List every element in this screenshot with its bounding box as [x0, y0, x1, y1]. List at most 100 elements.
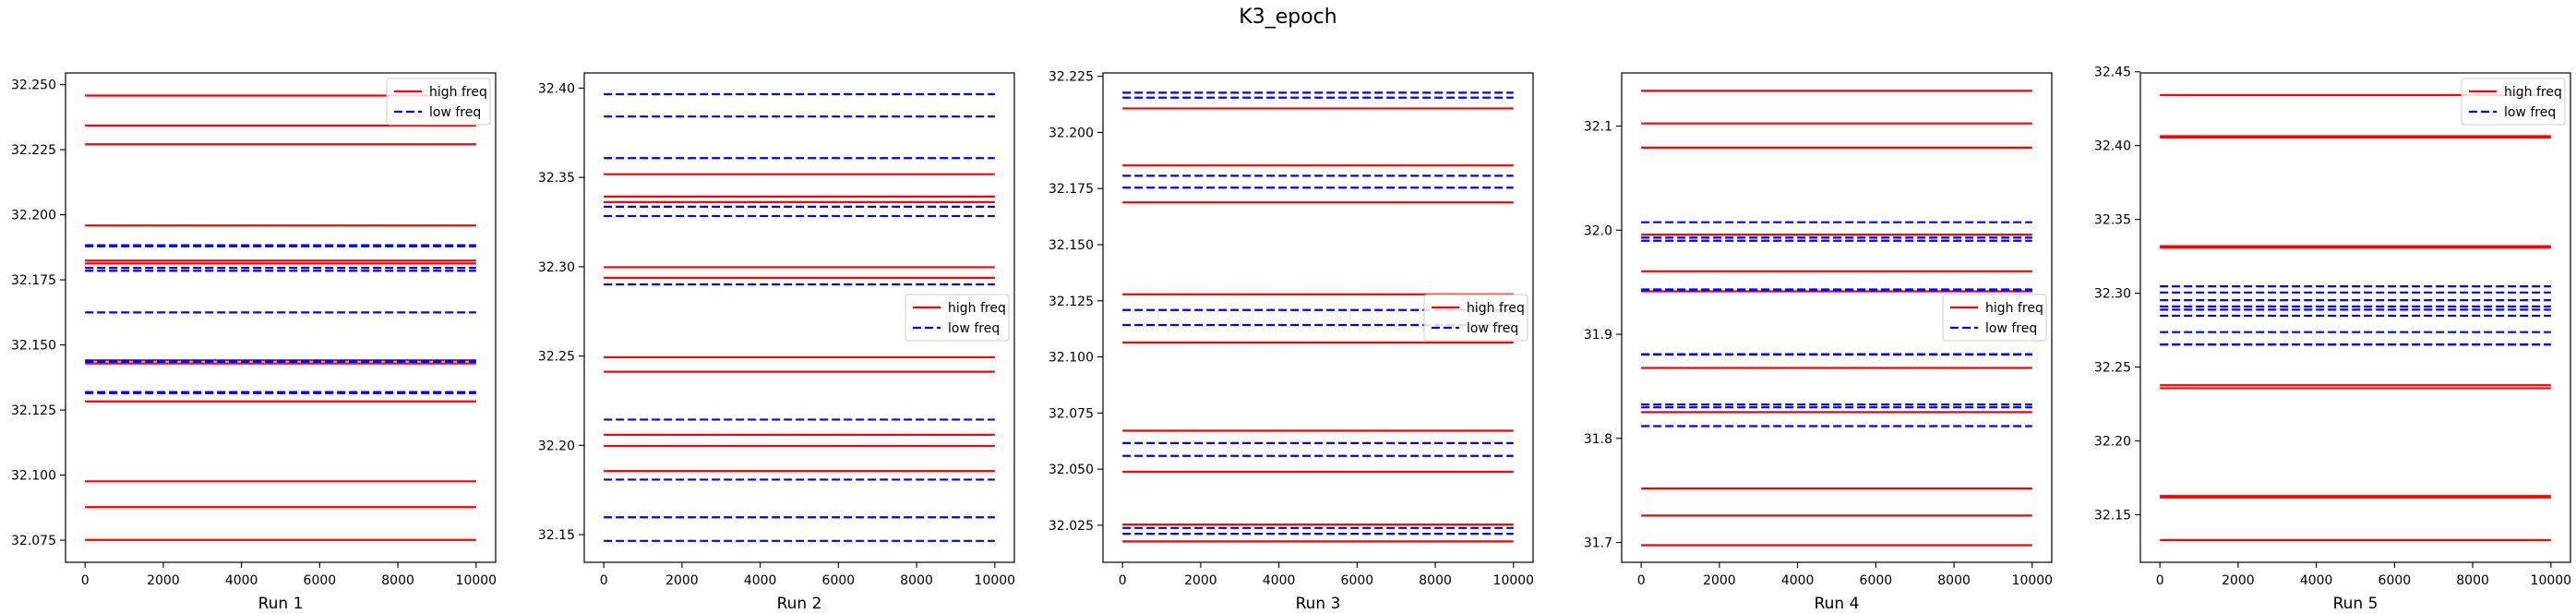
y-tick-label: 31.8	[1584, 432, 1612, 447]
y-tick-label: 32.150	[11, 339, 56, 354]
legend-label: high freq	[429, 85, 487, 100]
subplot-run-4: 0 2000 4000 6000 8000 10000 31.7 31.8 31.9 32.0 32…	[1584, 72, 2054, 613]
y-tick-label: 32.125	[11, 403, 56, 418]
legend-label: low freq	[2504, 105, 2556, 120]
x-tick-label: 8000	[900, 573, 933, 588]
legend-label: high freq	[2504, 85, 2562, 100]
x-tick-label: 6000	[1860, 573, 1893, 588]
legend-box	[2461, 78, 2566, 126]
y-tick-label: 32.025	[1048, 519, 1094, 534]
legend-label: low freq	[948, 321, 1000, 336]
x-axis-label: Run 5	[2333, 595, 2378, 613]
subplot-run-5: 0 2000 4000 6000 8000 10000 32.15 32.20 32.25 32.…	[2094, 66, 2571, 613]
y-tick-label: 32.25	[538, 350, 575, 365]
x-tick-label: 0	[2156, 573, 2164, 588]
series-low-freq	[85, 244, 476, 394]
x-tick-label: 4000	[225, 573, 258, 588]
x-axis-label: Run 1	[258, 595, 304, 613]
y-tick-label: 32.100	[11, 469, 56, 484]
axes-frame	[583, 72, 1015, 563]
y-tick-label: 32.250	[11, 78, 56, 93]
y-tick-label: 32.15	[2094, 509, 2131, 524]
series-high-freq	[604, 173, 995, 473]
y-tick-label: 32.30	[2094, 287, 2131, 302]
x-tick-label: 6000	[1341, 573, 1374, 588]
subplot-run-3: 0 2000 4000 6000 8000 10000 32.025 32.050 32.075…	[1048, 70, 1534, 613]
legend-label: high freq	[1467, 301, 1525, 316]
x-tick-label: 2000	[1184, 573, 1217, 588]
y-tick-label: 31.7	[1584, 536, 1612, 551]
x-tick-label: 8000	[1419, 573, 1452, 588]
x-tick-label: 8000	[381, 573, 414, 588]
figure-title: K3_epoch	[1239, 6, 1337, 29]
legend: high freq low freq	[386, 78, 491, 126]
x-tick-label: 10000	[456, 573, 497, 588]
legend-box	[386, 78, 491, 126]
y-tick-label: 32.175	[1048, 182, 1094, 197]
series-high-freq	[1122, 107, 1514, 543]
legend: high freq low freq	[2461, 78, 2566, 126]
x-tick-label: 4000	[744, 573, 777, 588]
subplot-run-1: 0 2000 4000 6000 8000 10000 32.075 32.100 32.125…	[11, 72, 497, 613]
series-low-freq	[2160, 284, 2551, 346]
x-axis-label: Run 3	[1296, 595, 1341, 613]
legend-label: low freq	[1467, 321, 1518, 336]
y-tick-label: 31.9	[1584, 328, 1612, 343]
y-tick-label: 32.125	[1048, 295, 1094, 309]
legend-label: high freq	[1985, 301, 2043, 316]
y-tick-label: 32.25	[2094, 361, 2131, 376]
x-tick-label: 0	[1119, 573, 1127, 588]
legend-label: low freq	[429, 105, 481, 120]
legend-box	[1942, 294, 2047, 342]
x-tick-label: 2000	[147, 573, 180, 588]
y-tick-label: 32.35	[538, 171, 575, 186]
y-tick-label: 32.200	[1048, 126, 1094, 140]
y-tick-label: 32.225	[11, 143, 56, 158]
legend: high freq low freq	[1942, 294, 2047, 342]
x-tick-label: 4000	[1781, 573, 1815, 588]
y-tick-label: 32.40	[2094, 139, 2131, 154]
series-high-freq	[2160, 93, 2551, 542]
legend: high freq low freq	[905, 294, 1010, 342]
y-tick-label: 32.0	[1584, 223, 1612, 238]
series-low-freq	[1641, 221, 2032, 427]
y-tick-label: 32.35	[2094, 213, 2131, 228]
axes-frame	[1102, 72, 1534, 563]
y-tick-label: 32.15	[538, 528, 575, 543]
series-high-freq	[1641, 90, 2032, 547]
x-tick-label: 10000	[1493, 573, 1535, 588]
x-tick-label: 8000	[1937, 573, 1971, 588]
legend-label: low freq	[1985, 321, 2037, 336]
x-tick-label: 0	[81, 573, 90, 588]
x-tick-label: 6000	[304, 573, 337, 588]
y-tick-label: 32.225	[1048, 70, 1094, 85]
y-tick-label: 32.1	[1584, 120, 1612, 135]
x-axis-label: Run 2	[777, 595, 822, 613]
x-tick-label: 6000	[822, 573, 856, 588]
x-tick-label: 4000	[1263, 573, 1296, 588]
x-tick-label: 2000	[2222, 573, 2255, 588]
subplot-run-2: 0 2000 4000 6000 8000 10000 32.15 32.20 32.25 32.…	[538, 72, 1016, 613]
y-tick-label: 32.075	[11, 534, 56, 548]
x-tick-label: 0	[600, 573, 608, 588]
legend-label: high freq	[948, 301, 1006, 316]
series-low-freq	[604, 92, 995, 542]
x-tick-label: 10000	[975, 573, 1016, 588]
axes-frame	[2139, 72, 2571, 563]
x-tick-label: 8000	[2456, 573, 2489, 588]
y-tick-label: 32.075	[1048, 406, 1094, 421]
y-tick-label: 32.100	[1048, 351, 1094, 366]
legend-box	[905, 294, 1010, 342]
x-axis-label: Run 4	[1815, 595, 1860, 613]
legend-box	[1423, 294, 1528, 342]
x-tick-label: 4000	[2300, 573, 2333, 588]
y-tick-label: 32.45	[2094, 66, 2131, 80]
x-tick-label: 10000	[2531, 573, 2572, 588]
y-tick-label: 32.200	[11, 209, 56, 223]
y-tick-label: 32.20	[538, 439, 575, 453]
x-tick-label: 2000	[665, 573, 699, 588]
y-tick-label: 32.175	[11, 273, 56, 288]
x-tick-label: 10000	[2012, 573, 2054, 588]
y-tick-label: 32.40	[538, 81, 575, 96]
